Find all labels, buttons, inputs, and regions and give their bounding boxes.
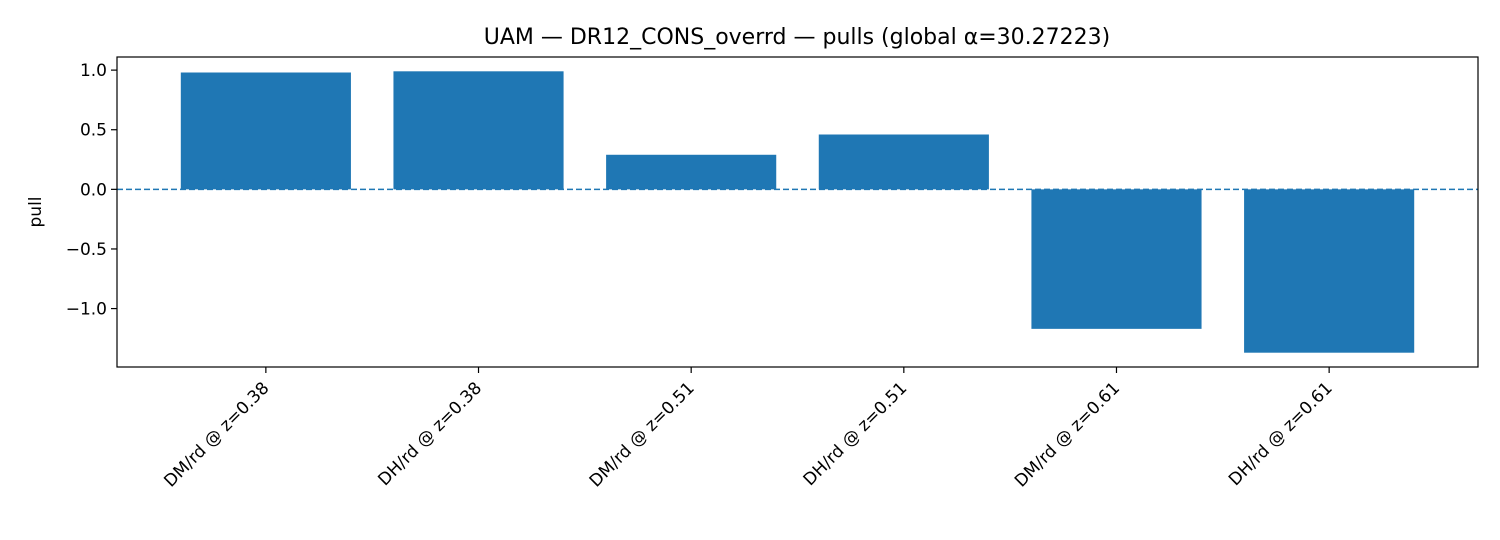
y-tick-label: 0.0: [80, 180, 107, 200]
y-axis: 1.0 0.5 0.0 −0.5 −1.0: [66, 61, 117, 320]
bar: [393, 71, 564, 190]
y-tick-label: 0.5: [80, 121, 107, 141]
x-tick-label: DM/rd @ z=0.38: [160, 378, 273, 491]
x-tick-label: DH/rd @ z=0.61: [1225, 378, 1337, 490]
x-tick-label: DH/rd @ z=0.38: [374, 378, 486, 490]
y-tick-label: 1.0: [80, 61, 107, 81]
bar: [818, 134, 989, 190]
bar: [1244, 189, 1415, 353]
x-axis: DM/rd @ z=0.38 DH/rd @ z=0.38 DM/rd @ z=0.…: [160, 367, 1337, 491]
y-axis-label: pull: [26, 196, 46, 227]
y-tick-label: −1.0: [66, 300, 107, 320]
y-tick-label: −0.5: [66, 240, 107, 260]
x-tick-label: DM/rd @ z=0.61: [1011, 378, 1124, 491]
x-tick-label: DM/rd @ z=0.51: [586, 378, 699, 491]
bar: [1031, 189, 1202, 329]
bars-group: [180, 71, 1415, 353]
bar: [180, 72, 351, 190]
plot-frame: [116, 56, 1479, 368]
x-tick-label: DH/rd @ z=0.51: [800, 378, 912, 490]
bar: [606, 154, 777, 190]
chart-title: UAM — DR12_CONS_overrd — pulls (global α…: [484, 25, 1110, 50]
